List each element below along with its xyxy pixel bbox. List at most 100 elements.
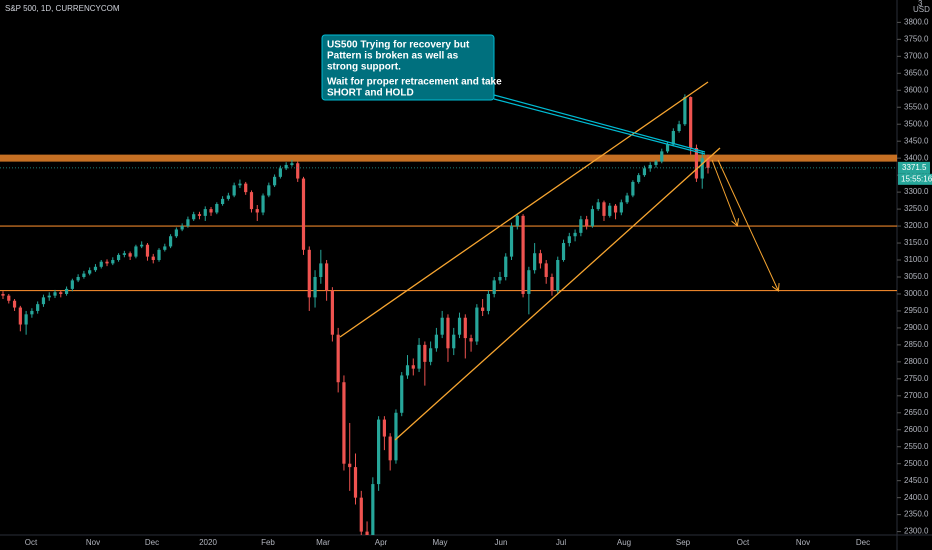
candle-body [116, 254, 121, 261]
candle-body [325, 263, 329, 291]
callout-pointer [493, 98, 706, 155]
candle-body [417, 344, 421, 369]
candle-body [174, 229, 178, 237]
y-tick-label: 3550.0 [904, 102, 929, 111]
candle-body [18, 307, 22, 325]
y-tick-label: 2850.0 [904, 340, 929, 349]
y-tick-label: 2800.0 [904, 357, 929, 366]
candle-body [313, 276, 317, 298]
candle-body [180, 226, 184, 230]
x-tick-label: Dec [856, 538, 870, 547]
candle-body [244, 183, 248, 193]
candle-body [527, 270, 531, 294]
candle-body [336, 334, 340, 383]
y-tick-label: 3250.0 [904, 204, 929, 213]
candle-body [446, 317, 450, 349]
candle-body [544, 263, 548, 277]
candle-body [203, 209, 207, 216]
chart-title: S&P 500, 1D, CURRENCYCOM [5, 4, 120, 13]
callout-pointer [493, 94, 706, 153]
candle-body [134, 246, 138, 257]
candle-body [481, 307, 485, 311]
y-tick-label: 2900.0 [904, 323, 929, 332]
countdown: 15:55:16 [901, 174, 932, 183]
y-tick-label: 3600.0 [904, 85, 929, 94]
x-tick-label: 2020 [199, 538, 217, 547]
y-tick-label: 3750.0 [904, 34, 929, 43]
candle-body [307, 249, 311, 298]
candle-body [625, 195, 629, 203]
candle-body [538, 253, 543, 264]
candle-body [596, 202, 600, 210]
candle-body [388, 436, 392, 461]
candle-body [452, 334, 456, 349]
corner-mark: 3 [918, 0, 923, 8]
candle-body [88, 270, 92, 274]
candle-body [457, 317, 462, 335]
candle-body [515, 215, 519, 227]
x-tick-label: Apr [375, 538, 388, 547]
candle-body [186, 219, 190, 227]
y-tick-label: 3000.0 [904, 289, 929, 298]
x-tick-label: Jun [495, 538, 508, 547]
candle-body [429, 348, 433, 362]
candle-body [648, 164, 652, 169]
y-tick-label: 2500.0 [904, 459, 929, 468]
x-tick-label: Nov [86, 538, 100, 547]
last-price-box [898, 161, 930, 174]
candle-body [7, 295, 11, 301]
x-tick-label: Aug [617, 538, 631, 547]
y-tick-label: 2750.0 [904, 374, 929, 383]
y-tick-label: 2700.0 [904, 391, 929, 400]
candle-body [163, 246, 167, 250]
annotation-text: strong support. [327, 62, 401, 73]
candle-body [665, 144, 670, 152]
y-tick-label: 2650.0 [904, 408, 929, 417]
x-tick-label: Mar [316, 538, 330, 547]
y-tick-label: 2400.0 [904, 493, 929, 502]
candle-body [353, 467, 358, 498]
x-tick-label: May [432, 538, 447, 547]
candle-body [411, 365, 415, 369]
candle-body [631, 181, 635, 196]
candle-body [434, 334, 439, 349]
candle-body [423, 344, 427, 362]
y-tick-label: 3150.0 [904, 238, 929, 247]
y-tick-label: 2350.0 [904, 510, 929, 519]
candle-body [145, 244, 150, 257]
candle-body [47, 295, 51, 298]
candle-body [382, 419, 386, 437]
candle-body [220, 198, 225, 204]
candle-body [671, 131, 675, 145]
candle-body [59, 292, 63, 294]
candle-body [585, 219, 589, 227]
candle-body [168, 236, 173, 247]
candle-body [463, 317, 467, 339]
y-tick-label: 2600.0 [904, 425, 929, 434]
candle-body [613, 205, 618, 213]
y-tick-label: 3700.0 [904, 51, 929, 60]
candle-body [677, 124, 681, 132]
candle-body [561, 243, 566, 261]
x-tick-label: Jul [556, 538, 566, 547]
candle-body [486, 293, 491, 311]
candle-body [521, 215, 525, 294]
annotation-text: US500 Trying for recovery but [327, 40, 470, 51]
candle-body [700, 158, 704, 179]
x-tick-label: Feb [261, 538, 275, 547]
plot-area [0, 94, 897, 535]
candle-body [284, 164, 288, 169]
candle-body [533, 253, 537, 271]
candle-body [192, 214, 196, 220]
candle-body [267, 185, 271, 196]
candle-body [255, 209, 259, 213]
candle-body [151, 256, 155, 261]
candle-body [573, 232, 577, 237]
channel-line [339, 81, 709, 338]
candle-body [498, 276, 502, 281]
annotation-text: Pattern is broken as well as [327, 51, 459, 62]
candle-body [654, 161, 658, 165]
x-tick-label: Oct [25, 538, 38, 547]
y-tick-label: 3100.0 [904, 255, 929, 264]
y-tick-label: 2450.0 [904, 476, 929, 485]
